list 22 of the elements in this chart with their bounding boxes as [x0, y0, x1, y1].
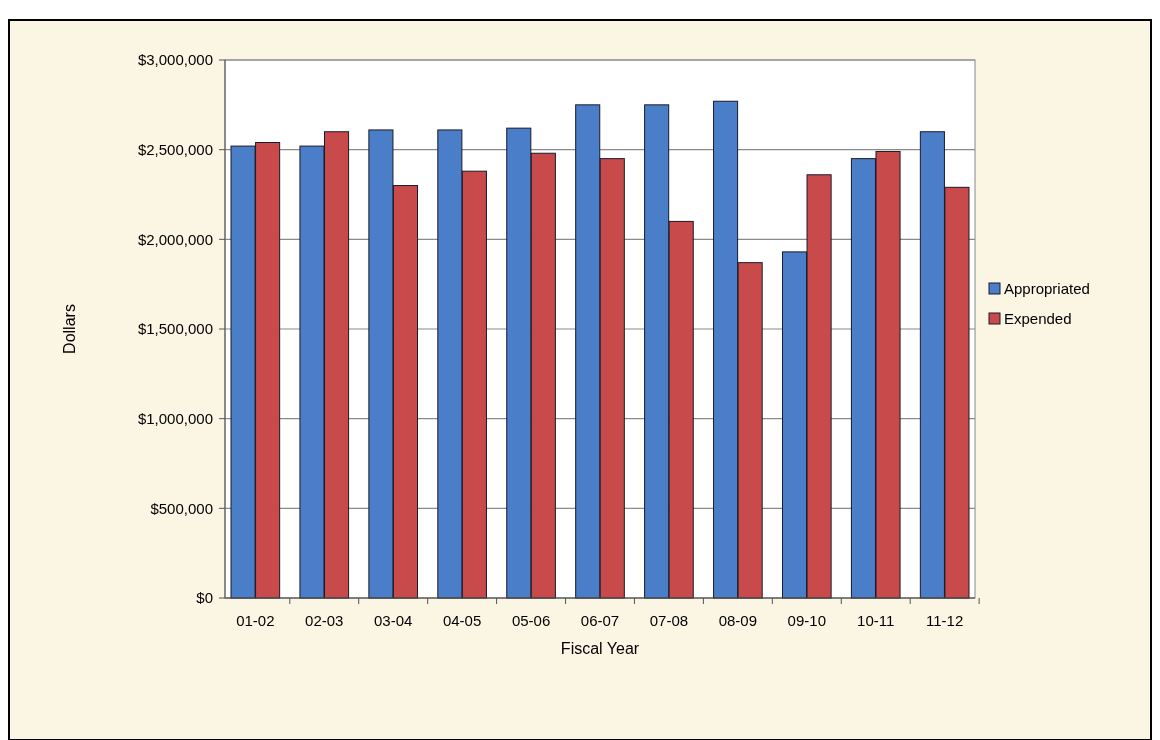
y-tick-label: $0	[196, 589, 213, 607]
x-tick-label: 11-12	[926, 612, 964, 629]
x-tick-label: 03-04	[374, 612, 413, 629]
x-tick-label: 07-08	[649, 612, 689, 629]
y-tick-label: $2,000,000	[137, 230, 213, 248]
x-tick-label: 05-06	[511, 612, 551, 629]
y-tick-label: $1,000,000	[137, 409, 213, 427]
legend-label: Expended	[1004, 310, 1072, 328]
legend-label: Appropriated	[1004, 280, 1090, 298]
y-tick-label: $1,500,000	[137, 320, 213, 338]
x-tick-label: 08-09	[718, 612, 758, 629]
x-tick-label: 09-10	[787, 612, 826, 629]
y-tick-label: $3,000,000	[137, 51, 213, 69]
y-axis-title: Dollars	[61, 304, 78, 354]
x-tick-label: 02-03	[305, 612, 344, 629]
x-tick-label: 10-11	[857, 612, 895, 629]
y-tick-label: $500,000	[150, 499, 213, 517]
x-tick-label: 06-07	[580, 612, 620, 629]
x-tick-label: 01-02	[236, 612, 275, 629]
y-tick-label: $2,500,000	[137, 140, 213, 158]
x-tick-label: 04-05	[442, 612, 482, 629]
x-axis-title: Fiscal Year	[560, 640, 640, 657]
